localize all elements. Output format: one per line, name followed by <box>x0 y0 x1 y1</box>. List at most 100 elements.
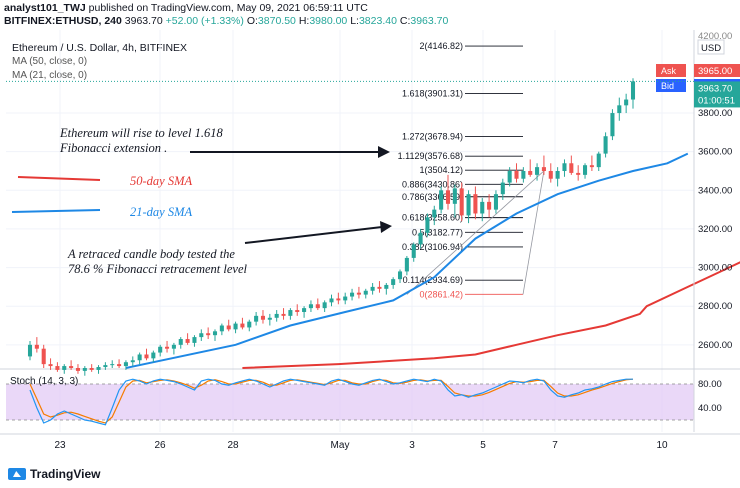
fib-label: 1.272(3678.94) <box>402 131 463 141</box>
candle-body <box>350 292 355 297</box>
candle-body <box>336 298 341 301</box>
rise-arrow-head <box>378 146 390 158</box>
moving-averages <box>125 152 740 369</box>
candle-body <box>411 244 416 258</box>
candle-body <box>576 172 581 175</box>
ma21-legend[interactable]: MA (21, close, 0) <box>12 70 88 81</box>
candle-body <box>555 170 560 179</box>
candle-body <box>425 217 430 233</box>
candle-body <box>452 188 457 204</box>
candle-body <box>315 304 320 309</box>
author-name[interactable]: analyst101_TWJ <box>4 2 86 14</box>
fib-label: 0.5(3182.77) <box>412 227 463 237</box>
candle-body <box>117 364 122 367</box>
fib-label: 0.382(3106.94) <box>402 242 463 252</box>
ask-price-box <box>694 64 740 77</box>
candle-body <box>151 352 156 359</box>
last-price-label: 3963.70 <box>698 83 732 94</box>
sma50-label: 50-day SMA <box>130 174 192 188</box>
fib-label: 0.886(3430.86) <box>402 179 463 189</box>
candle-body <box>480 201 485 214</box>
candle-body <box>110 364 115 366</box>
candle-body <box>137 354 142 361</box>
candle-body <box>96 367 101 370</box>
candle-body <box>192 337 197 343</box>
candle-body <box>48 364 53 367</box>
time-tick-label: May <box>331 440 350 451</box>
candle-body <box>397 271 403 280</box>
time-tick-label: 10 <box>656 440 668 451</box>
candle-body <box>34 344 39 349</box>
fib-label: 1.618(3901.31) <box>402 88 463 98</box>
candle-body <box>302 308 307 312</box>
candle-body <box>384 284 389 289</box>
price-tick-label: 2800.00 <box>698 301 732 312</box>
ask-tag-label: Ask <box>661 66 677 76</box>
tradingview-brand[interactable]: TradingView <box>8 467 100 481</box>
publish-info: published on TradingView.com, May 09, 20… <box>88 2 368 14</box>
retrace-arrow-head <box>380 221 392 233</box>
low-label: L: <box>350 15 359 27</box>
candle-body <box>158 346 163 353</box>
open-value: 3870.50 <box>257 15 296 27</box>
candle-body <box>329 298 334 303</box>
candle-body <box>493 194 498 210</box>
close-label: C: <box>399 15 411 27</box>
candle-body <box>274 313 279 318</box>
candle-body <box>62 366 67 370</box>
ask-price: 3965.00 <box>698 66 732 77</box>
axes: 2600.00 2800.00 3000.00 3200.00 3400.00 3600.… <box>0 30 740 451</box>
time-tick-label: 5 <box>480 440 486 451</box>
stoch-legend: Stoch (14, 3, 3) <box>10 376 78 387</box>
candle-body <box>377 286 382 289</box>
candle-body <box>596 153 601 168</box>
retrace-text-line-1: A retraced candle body tested the <box>67 247 235 261</box>
chart-title: Ethereum / U.S. Dollar, 4h, BITFINEX <box>12 42 188 54</box>
annotations: Ethereum will rise to level 1.618Fibonac… <box>11 126 392 276</box>
fib-label: 0.114(2934.69) <box>403 275 463 285</box>
candle-body <box>445 190 451 204</box>
sma21-legend-line <box>11 209 101 213</box>
candle-body <box>404 257 409 272</box>
price-tick-label: 3400.00 <box>698 185 732 196</box>
stoch-d-line <box>29 378 634 424</box>
ma50-line <box>242 261 740 369</box>
close-value: 3963.70 <box>410 15 449 27</box>
bid-tag <box>656 79 686 92</box>
rise-text-line-1: Ethereum will rise to level 1.618 <box>59 126 223 140</box>
tradingview-brand-text: TradingView <box>30 467 101 481</box>
candle-body <box>267 317 272 320</box>
candle-body <box>569 163 574 173</box>
candle-body <box>589 165 594 168</box>
candle-body <box>356 292 361 295</box>
bid-tag-label: Bid <box>661 81 674 91</box>
candle-body <box>27 344 33 357</box>
candle-body <box>370 286 375 291</box>
price-tick-top: 4200.00 <box>698 31 732 42</box>
last-price-box <box>694 81 740 108</box>
candle-body <box>75 368 80 371</box>
candle-body <box>69 366 74 368</box>
candle-body <box>343 296 348 301</box>
candle-body <box>500 182 505 195</box>
candle-body <box>130 360 135 363</box>
high-label: H: <box>298 15 310 27</box>
candle-body <box>199 333 204 338</box>
bar-countdown: 01:00:51 <box>698 95 735 106</box>
price-tick-label: 3000.00 <box>698 263 732 274</box>
candle-body <box>630 81 636 100</box>
low-value: 3823.40 <box>358 15 397 27</box>
candle-body <box>418 232 423 245</box>
high-value: 3980.00 <box>309 15 348 27</box>
candle-body <box>41 348 46 365</box>
candle-body <box>514 170 519 179</box>
candle-body <box>308 304 313 309</box>
grid <box>6 30 694 432</box>
candle-body <box>103 365 108 368</box>
ma50-legend[interactable]: MA (50, close, 0) <box>12 56 88 67</box>
candle-body <box>507 170 512 183</box>
candle-body <box>391 279 396 285</box>
stoch-tick-label: 40.00 <box>698 403 722 414</box>
candle-body <box>288 310 293 316</box>
